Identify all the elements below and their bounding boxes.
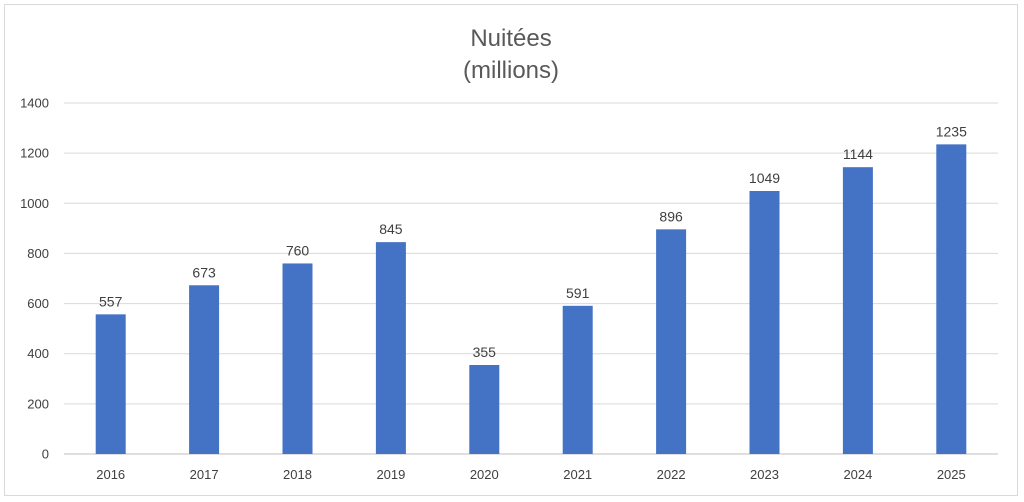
data-label-2019: 845 bbox=[379, 221, 403, 237]
x-tick-label-2018: 2018 bbox=[283, 467, 312, 482]
data-label-2021: 591 bbox=[566, 285, 590, 301]
bar-2024 bbox=[842, 167, 873, 454]
x-tick-label-2022: 2022 bbox=[657, 467, 686, 482]
chart-title-main: Nuitées bbox=[470, 25, 552, 52]
data-label-2023: 1049 bbox=[749, 170, 780, 186]
bar-2017 bbox=[189, 285, 220, 454]
y-tick-label: 1400 bbox=[20, 96, 49, 111]
data-label-2016: 557 bbox=[99, 293, 123, 309]
y-tick-label: 1200 bbox=[20, 146, 49, 161]
y-tick-label: 0 bbox=[42, 447, 49, 462]
bar-2021 bbox=[562, 305, 593, 454]
data-label-2022: 896 bbox=[659, 208, 683, 224]
grid-layer bbox=[64, 102, 998, 455]
data-label-2017: 673 bbox=[192, 264, 216, 280]
x-axis-labels: 2016 2017 2018 2019 2020 2021 2022 2023 2024 2025 bbox=[96, 467, 966, 482]
y-tick-label: 800 bbox=[27, 246, 49, 261]
x-tick-label-2021: 2021 bbox=[563, 467, 592, 482]
x-tick-label-2024: 2024 bbox=[843, 467, 872, 482]
data-label-2024: 1144 bbox=[843, 146, 873, 162]
x-tick-label-2017: 2017 bbox=[190, 467, 219, 482]
bar-2023 bbox=[749, 191, 780, 454]
y-axis-labels: 0 200 400 600 800 1000 1200 1400 bbox=[20, 96, 49, 462]
x-tick-label-2016: 2016 bbox=[96, 467, 125, 482]
y-tick-label: 400 bbox=[27, 346, 49, 361]
data-label-2018: 760 bbox=[286, 242, 310, 258]
bar-2020 bbox=[469, 364, 500, 454]
x-tick-label-2019: 2019 bbox=[376, 467, 405, 482]
data-labels: 557 673 760 845 355 591 896 1049 1144 1235 bbox=[99, 123, 967, 360]
data-label-2020: 355 bbox=[473, 344, 497, 360]
bars-layer bbox=[95, 144, 967, 454]
y-tick-label: 600 bbox=[27, 296, 49, 311]
data-label-2025: 1235 bbox=[936, 123, 967, 139]
x-tick-label-2020: 2020 bbox=[470, 467, 499, 482]
bar-2019 bbox=[375, 242, 406, 454]
y-tick-label: 200 bbox=[27, 396, 49, 411]
bar-2022 bbox=[656, 229, 687, 454]
chart-subtitle: (millions) bbox=[463, 57, 559, 84]
x-tick-label-2025: 2025 bbox=[937, 467, 966, 482]
bar-2025 bbox=[936, 144, 967, 454]
bar-2018 bbox=[282, 263, 313, 454]
x-tick-label-2023: 2023 bbox=[750, 467, 779, 482]
y-tick-label: 1000 bbox=[20, 196, 49, 211]
bar-2016 bbox=[95, 314, 126, 454]
chart-title: Nuitées (millions) bbox=[5, 23, 1017, 87]
